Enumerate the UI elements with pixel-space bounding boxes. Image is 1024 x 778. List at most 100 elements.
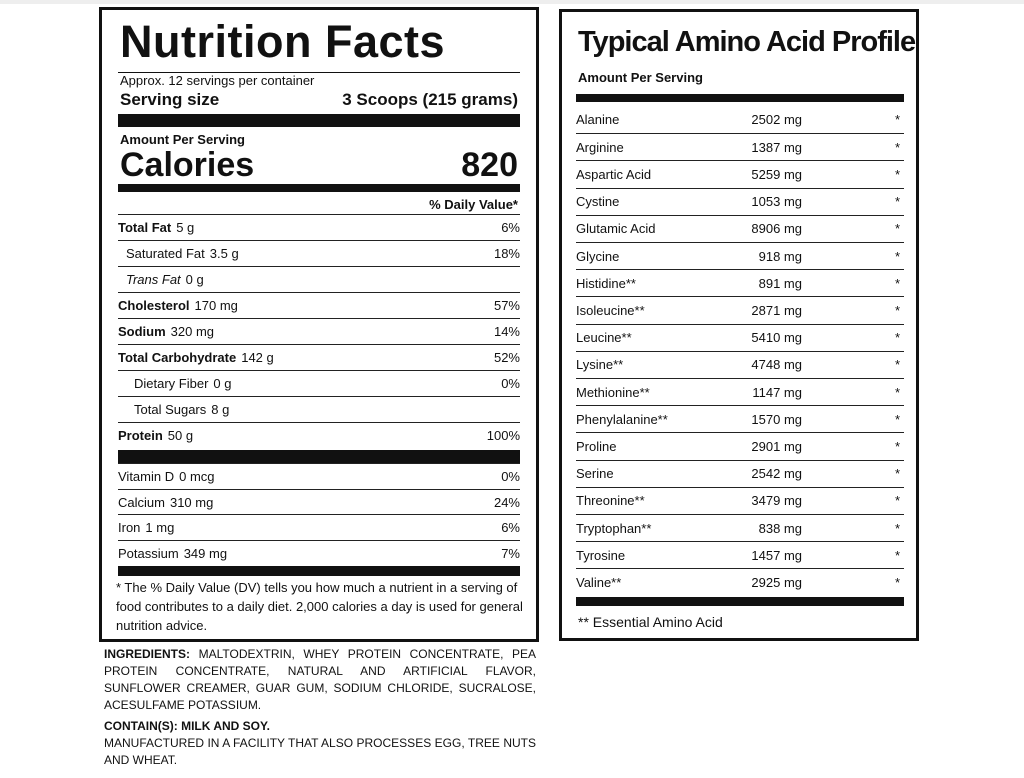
nutrient-name: Total Fat [118,220,172,235]
ingredients-label: INGREDIENTS: [104,647,191,661]
amino-row: Arginine 1387 mg * [576,133,904,160]
amino-amount: 1147 mg [752,384,802,400]
amino-dv: * [894,302,900,318]
ingredients-text: MALTODEXTRIN, WHEY PROTEIN CONCENTRATE, … [104,647,537,712]
amino-dv: * [894,330,900,346]
amino-name: Tryptophan** [576,520,652,536]
amino-row: Methionine** 1147 mg * [576,378,904,405]
amino-row: Glutamic Acid 8906 mg * [576,214,904,242]
amino-amount: 891 mg [758,275,802,291]
amino-amount: 1387 mg [751,139,802,155]
nutrient-amount: 349 mg [183,546,228,562]
thick-rule [118,566,520,576]
amino-row: Lysine** 4748 mg * [576,350,904,378]
amino-name: Methionine** [576,384,650,400]
amino-row: Cystine 1053 mg * [576,187,904,215]
amino-row: Tyrosine 1457 mg * [576,541,904,568]
amino-name: Arginine [576,139,624,155]
nutrient-amount: 50 g [167,428,194,443]
amino-name: Isoleucine** [576,302,645,318]
amino-dv: * [894,139,900,155]
amount-per-serving: Amount Per Serving [120,132,245,147]
amino-row: Histidine** 891 mg * [576,269,904,296]
nutrient-name: Calcium [118,494,165,510]
amino-dv: * [894,574,900,590]
nutrient-row: Potassium 349 mg 7% [118,540,520,566]
calories: 820 [461,146,518,184]
amino-footnote: ** Essential Amino Acid [578,614,723,630]
amino-name: Cystine [576,194,620,210]
amino-panel: Typical Amino Acid Profile Amount Per Se… [559,9,919,641]
nutrient-row: Total Fat 5 g 6% [118,214,520,240]
daily-value: 6% [501,520,520,536]
nutrient-amount: 310 mg [169,494,214,510]
nutrient-name: Protein [118,428,163,443]
servings: Approx. 12 servings per container [120,73,315,88]
amino-name: Aspartic Acid [576,166,652,182]
amino-row: Tryptophan** 838 mg * [576,514,904,541]
amino-name: Serine [576,466,614,482]
nutrient-row: Total Carbohydrate 142 g 52% [118,344,520,370]
nutrient-name: Iron [118,520,141,536]
daily-value: 7% [501,546,520,562]
daily-value: 6% [501,220,520,235]
daily-value: 0% [501,469,520,484]
amount-per-serving: Amount Per Serving [578,70,703,85]
nutrient-amount: 0 mcg [179,469,215,484]
nutrient-name: Potassium [118,546,179,562]
amino-row: Glycine 918 mg * [576,242,904,269]
medium-rule [576,94,904,102]
amino-name: Alanine [576,112,620,127]
amino-title: Typical Amino Acid Profile [578,26,916,58]
amino-name: Valine** [576,574,622,590]
amino-name: Lysine** [576,357,624,373]
amino-amount: 918 mg [758,248,802,264]
amino-dv: * [894,357,900,373]
nutrient-name: Trans Fat [126,272,181,287]
amino-dv: * [894,411,900,427]
amino-amount: 3479 mg [751,493,802,509]
nutrient-amount: 5 g [176,220,195,235]
thick-rule [118,114,520,127]
amino-name: Threonine** [576,493,645,509]
daily-value: 0% [501,376,520,391]
nutrient-row: Protein 50 g 100% [118,422,520,448]
amino-amount: 4748 mg [751,357,802,373]
daily-value: 100% [486,428,520,443]
nutrient-name: Vitamin D [118,469,175,484]
contains: CONTAIN(S): MILK AND SOY. [104,719,270,733]
ingredients: INGREDIENTS: MALTODEXTRIN, WHEY PROTEIN … [104,646,536,769]
amino-row: Phenylalanine** 1570 mg * [576,405,904,432]
nutrient-row: Calcium 310 mg 24% [118,488,520,515]
amino-dv: * [894,166,900,182]
nutrient-name: Cholesterol [118,298,190,313]
amino-row: Alanine 2502 mg * [576,106,904,133]
amino-amount: 2901 mg [751,438,802,454]
amino-amount: 2925 mg [751,574,802,590]
amino-row: Leucine** 5410 mg * [576,323,904,351]
medium-rule [118,184,520,192]
nutrient-row: Vitamin D 0 mcg 0% [118,463,520,489]
nutrient-row: Iron 1 mg 6% [118,514,520,540]
nutrient-amount: 1 mg [145,520,175,536]
amino-amount: 2542 mg [751,466,802,482]
amino-amount: 1053 mg [751,194,802,210]
amino-amount: 1457 mg [751,547,802,563]
nutrient-amount: 3.5 g [209,246,239,261]
amino-dv: * [894,466,900,482]
amino-amount: 1570 mg [751,411,802,427]
daily-value: 14% [493,324,520,339]
amino-dv: * [894,194,900,210]
amino-dv: * [894,493,900,509]
nutrient-name: Total Sugars [134,402,207,417]
amino-name: Histidine** [576,275,636,291]
amino-dv: * [894,547,900,563]
amino-amount: 8906 mg [751,221,802,237]
facility: MANUFACTURED IN A FACILITY THAT ALSO PRO… [104,736,536,767]
daily-value-header: % Daily Value* [429,197,518,212]
amino-dv: * [894,438,900,454]
amino-dv: * [894,275,900,291]
nutrient-row: Cholesterol 170 mg 57% [118,292,520,318]
nutrient-row: Sodium 320 mg 14% [118,318,520,344]
serving-size-label: Serving size [120,90,220,109]
